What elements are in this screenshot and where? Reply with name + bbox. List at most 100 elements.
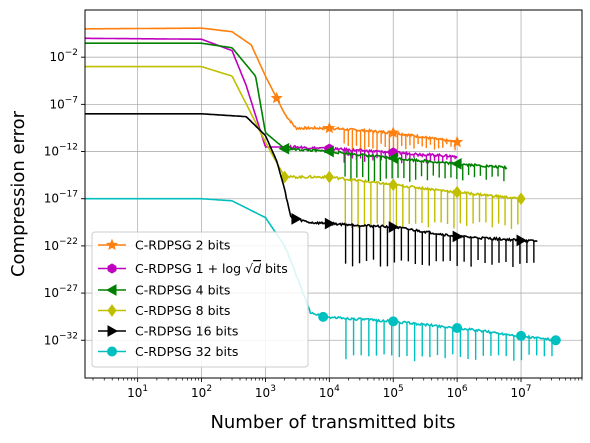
series-marker — [452, 230, 464, 243]
series-4 — [85, 113, 538, 267]
series-marker — [451, 157, 462, 170]
y-tick-label: 10−22 — [44, 237, 78, 253]
y-tick-exponent: −17 — [59, 190, 78, 200]
legend-item: C-RDPSG 8 bits — [98, 303, 230, 318]
series-marker — [278, 142, 290, 155]
legend-swatch-marker — [107, 325, 119, 337]
series-0 — [85, 27, 464, 151]
series-marker — [516, 192, 526, 206]
plot-frame — [84, 9, 583, 379]
legend-label: C-RDPSG 2 bits — [135, 238, 230, 253]
y-tick-base: 10 — [49, 50, 64, 64]
x-tick-exponent: 5 — [398, 384, 404, 394]
y-tick-label: 10−12 — [44, 143, 78, 159]
series-marker — [387, 152, 398, 164]
x-tick-base: 10 — [511, 386, 526, 400]
x-tick-base: 10 — [191, 386, 206, 400]
y-tick-exponent: −2 — [65, 48, 78, 58]
y-tick-label: 10−7 — [49, 95, 78, 111]
legend-frame — [91, 231, 309, 368]
y-tick-base: 10 — [44, 239, 59, 253]
x-tick-base: 10 — [383, 386, 398, 400]
x-tick-exponent: 7 — [526, 384, 532, 394]
legend-label-suffix: bits — [265, 261, 288, 276]
x-tick-base: 10 — [319, 386, 334, 400]
series-2 — [85, 42, 508, 182]
y-tick-exponent: −12 — [59, 143, 78, 153]
series-marker — [323, 121, 336, 134]
legend-label: C-RDPSG 32 bits — [135, 344, 238, 359]
series-marker — [388, 178, 398, 192]
x-tick-label: 104 — [319, 384, 340, 400]
legend-swatch-marker — [107, 263, 117, 274]
x-tick-label: 105 — [383, 384, 404, 400]
legend-swatch-marker — [107, 346, 117, 357]
series-line — [85, 65, 522, 200]
x-tick-exponent: 6 — [462, 384, 468, 394]
y-tick-exponent: −27 — [59, 284, 78, 294]
series-marker — [324, 170, 334, 184]
series-layer — [85, 27, 561, 362]
legend-item: C-RDPSG 1 + log √d bits — [98, 261, 288, 276]
series-marker — [387, 126, 400, 138]
y-tick-base: 10 — [49, 97, 64, 111]
legend-swatch-marker — [107, 304, 117, 317]
legend-label: C-RDPSG 16 bits — [135, 324, 238, 339]
x-tick-exponent: 3 — [270, 384, 276, 394]
x-tick-exponent: 2 — [206, 384, 212, 394]
x-tick-exponent: 1 — [142, 384, 148, 394]
series-marker — [323, 145, 334, 158]
x-tick-base: 10 — [255, 386, 270, 400]
series-marker — [451, 135, 464, 148]
legend-label-prefix: C-RDPSG 1 + log — [135, 261, 241, 276]
series-marker — [388, 221, 400, 233]
y-axis-label: Compression error — [8, 110, 29, 277]
legend-label: C-RDPSG 4 bits — [135, 283, 230, 298]
y-tick-base: 10 — [44, 145, 59, 159]
legend-swatch-marker — [105, 238, 119, 251]
x-tick-label: 107 — [511, 384, 532, 400]
y-tick-base: 10 — [44, 333, 59, 347]
series-marker — [452, 322, 463, 333]
legend-item: C-RDPSG 2 bits — [98, 238, 230, 253]
x-tick-label: 103 — [255, 384, 276, 400]
series-marker — [452, 185, 462, 199]
series-marker — [550, 335, 561, 346]
y-tick-label: 10−2 — [49, 48, 78, 64]
y-tick-exponent: −32 — [59, 331, 78, 341]
legend-swatch-marker — [105, 284, 117, 296]
series-marker — [388, 316, 399, 327]
x-tick-base: 10 — [127, 386, 142, 400]
x-tick-base: 10 — [447, 386, 462, 400]
legend-label: C-RDPSG 8 bits — [135, 303, 230, 318]
legend-label-root: d — [253, 261, 261, 276]
y-tick-label: 10−27 — [44, 284, 78, 300]
x-tick-label: 102 — [191, 384, 212, 400]
sqrt-icon: √ — [241, 261, 253, 276]
series-marker — [516, 330, 527, 341]
legend-item: C-RDPSG 16 bits — [98, 324, 238, 339]
x-tick-label: 106 — [447, 384, 468, 400]
y-tick-base: 10 — [44, 192, 59, 206]
x-axis-label: Number of transmitted bits — [210, 412, 455, 433]
series-3 — [85, 65, 526, 229]
series-marker — [318, 311, 329, 322]
y-tick-base: 10 — [44, 286, 59, 300]
legend-item: C-RDPSG 32 bits — [98, 344, 238, 359]
legend-item: C-RDPSG 4 bits — [98, 283, 230, 298]
x-tick-exponent: 4 — [334, 384, 340, 394]
legend-label: C-RDPSG 1 + log √d bits — [135, 261, 288, 276]
x-axis-ticks: 101 102 103 104 105 106 107 — [92, 378, 583, 400]
series-line — [85, 42, 508, 170]
y-tick-exponent: −22 — [59, 237, 78, 247]
series-marker — [516, 234, 528, 247]
series-marker — [270, 91, 283, 104]
y-tick-label: 10−17 — [44, 190, 78, 206]
y-tick-label: 10−32 — [44, 331, 78, 347]
series-marker — [291, 213, 302, 225]
y-tick-exponent: −7 — [65, 95, 78, 105]
series-marker — [324, 217, 336, 230]
